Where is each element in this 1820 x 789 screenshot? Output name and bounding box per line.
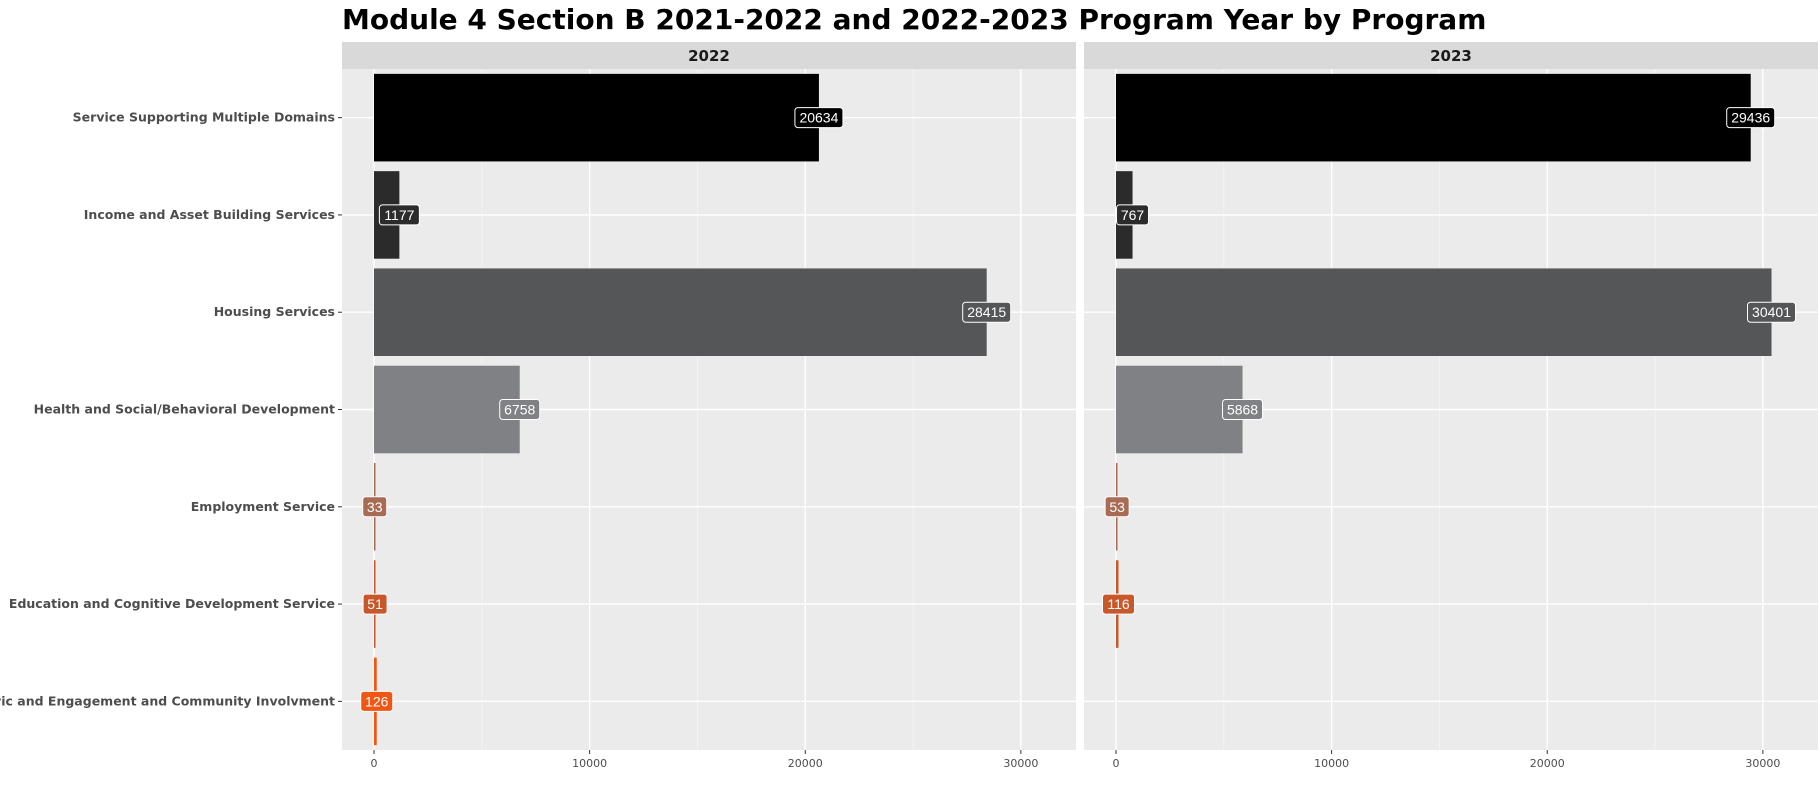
- data-label-box: [1222, 399, 1264, 420]
- data-label-text: 29436: [1731, 110, 1770, 126]
- category-label-service-supporting-multiple-domains: Service Supporting Multiple Domains: [73, 110, 335, 125]
- data-label-text: 53: [1109, 499, 1125, 515]
- data-label-2023-income-and-asset-building-services: 767: [1116, 204, 1150, 226]
- data-label-text: 51: [367, 596, 383, 612]
- data-label-box: [1747, 301, 1797, 323]
- data-label-text: 126: [365, 693, 389, 709]
- facet-panels: 2022 20634 1177 28415 6758 33 51 126 0 10000 20000…: [342, 42, 1818, 770]
- x-tick-label: 0: [371, 757, 378, 770]
- bar-2022-service-supporting-multiple-domains: [374, 73, 819, 162]
- bar-2022-health-and-social-behavioral-development: [374, 365, 520, 454]
- bar-2023-service-supporting-multiple-domains: [1116, 73, 1751, 162]
- facet-strip-label: 2022: [688, 47, 730, 65]
- data-label-box: [1104, 496, 1130, 518]
- data-label-2023-housing-services: 30401: [1747, 301, 1797, 323]
- bar-2023-housing-services: [1116, 268, 1772, 356]
- data-label-box: [378, 204, 420, 226]
- data-label-box: [360, 690, 394, 712]
- data-label-text: 28415: [967, 304, 1006, 320]
- data-label-box: [362, 496, 388, 518]
- data-label-box: [499, 399, 541, 420]
- x-tick-label: 0: [1113, 757, 1120, 770]
- chart-title: Module 4 Section B 2021-2022 and 2022-20…: [342, 3, 1486, 36]
- category-label-employment-service: Employment Service: [191, 499, 335, 514]
- facet-strip: [342, 42, 1076, 69]
- data-label-2023-education-and-cognitive-development-service: 116: [1102, 593, 1136, 615]
- x-tick-label: 20000: [1530, 757, 1565, 770]
- data-label-box: [362, 593, 388, 615]
- x-tick-label: 20000: [788, 757, 823, 770]
- data-label-text: 30401: [1752, 304, 1791, 320]
- data-label-2022-service-supporting-multiple-domains: 20634: [794, 107, 844, 129]
- data-label-2023-health-and-social-behavioral-development: 5868: [1222, 399, 1264, 420]
- facet-strip: [1084, 42, 1818, 69]
- category-label-housing-services: Housing Services: [214, 304, 335, 319]
- panel-2023: 2023 29436 767 30401 5868 53 116 0 10000 20000 300…: [1084, 42, 1818, 770]
- data-label-box: [962, 301, 1012, 323]
- x-tick-label: 10000: [1314, 757, 1349, 770]
- data-label-2022-civic-and-engagement-and-community-involvment: 126: [360, 690, 394, 712]
- data-label-box: [1116, 204, 1150, 226]
- facet-strip-label: 2023: [1430, 47, 1472, 65]
- category-label-education-and-cognitive-development-service: Education and Cognitive Development Serv…: [9, 596, 335, 611]
- data-label-2022-education-and-cognitive-development-service: 51: [362, 593, 388, 615]
- x-tick-label: 30000: [1745, 757, 1780, 770]
- x-tick-label: 10000: [572, 757, 607, 770]
- bar-2022-housing-services: [374, 268, 987, 356]
- bar-2023-health-and-social-behavioral-development: [1116, 365, 1243, 454]
- panel-2022: 2022 20634 1177 28415 6758 33 51 126 0 10000 20000…: [342, 42, 1076, 770]
- category-label-civic-and-engagement-and-community-involvment: Civic and Engagement and Community Invol…: [0, 693, 335, 708]
- data-label-text: 20634: [799, 110, 838, 126]
- data-label-2022-employment-service: 33: [362, 496, 388, 518]
- category-axis: Service Supporting Multiple Domains Incom…: [0, 110, 342, 708]
- x-tick-label: 30000: [1003, 757, 1038, 770]
- data-label-text: 33: [367, 499, 383, 515]
- data-label-2023-service-supporting-multiple-domains: 29436: [1726, 107, 1776, 129]
- category-label-income-and-asset-building-services: Income and Asset Building Services: [84, 207, 335, 222]
- data-label-2023-employment-service: 53: [1104, 496, 1130, 518]
- data-label-box: [794, 107, 844, 129]
- data-label-text: 5868: [1227, 402, 1258, 418]
- data-label-text: 1177: [384, 207, 414, 223]
- data-label-box: [1726, 107, 1776, 129]
- data-label-text: 767: [1121, 207, 1145, 223]
- data-label-text: 6758: [504, 402, 535, 418]
- data-label-2022-income-and-asset-building-services: 1177: [378, 204, 420, 226]
- data-label-box: [1102, 593, 1136, 615]
- category-label-health-and-social-behavioral-development: Health and Social/Behavioral Development: [34, 402, 335, 417]
- data-label-text: 116: [1107, 596, 1130, 612]
- data-label-2022-housing-services: 28415: [962, 301, 1012, 323]
- data-label-2022-health-and-social-behavioral-development: 6758: [499, 399, 541, 420]
